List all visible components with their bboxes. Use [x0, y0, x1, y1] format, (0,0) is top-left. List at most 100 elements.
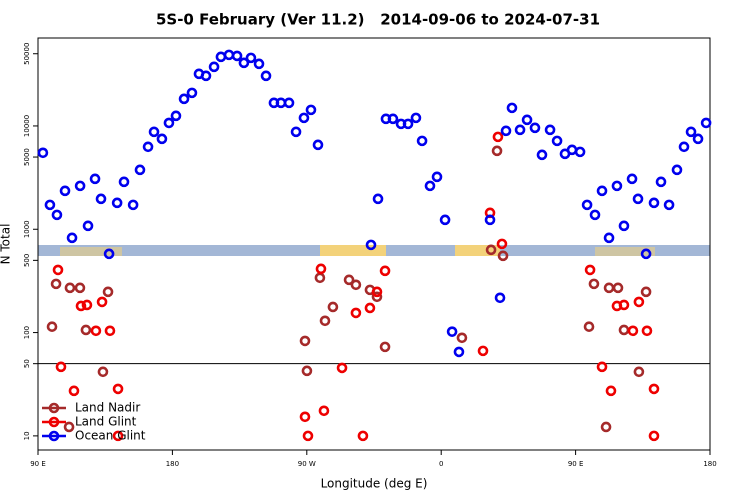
point: [231, 50, 243, 62]
point: [200, 70, 212, 82]
point: [529, 122, 541, 134]
point: [574, 146, 586, 158]
point: [299, 411, 311, 423]
point: [700, 117, 712, 129]
point: [301, 365, 313, 377]
point: [68, 385, 80, 397]
point: [260, 70, 272, 82]
legend-marker: [48, 402, 60, 414]
point: [74, 282, 86, 294]
point: [290, 126, 302, 138]
point: [596, 361, 608, 373]
point: [52, 264, 64, 276]
point: [439, 214, 451, 226]
point: [506, 102, 518, 114]
point: [678, 141, 690, 153]
point: [170, 110, 182, 122]
point: [186, 87, 198, 99]
point: [298, 112, 310, 124]
point: [350, 279, 362, 291]
land-patch: [595, 247, 655, 256]
point: [600, 421, 612, 433]
x-tick-label: 0: [439, 460, 443, 468]
point: [336, 362, 348, 374]
point: [118, 176, 130, 188]
point: [96, 296, 108, 308]
point: [485, 244, 497, 256]
point: [626, 173, 638, 185]
point: [327, 301, 339, 313]
point: [484, 214, 496, 226]
point: [640, 286, 652, 298]
point: [81, 299, 93, 311]
y-axis-label: N Total: [0, 224, 13, 265]
point: [692, 133, 704, 145]
point: [350, 307, 362, 319]
x-tick-label: 90 E: [568, 460, 584, 468]
point: [90, 325, 102, 337]
point: [37, 147, 49, 159]
point: [633, 296, 645, 308]
point: [611, 180, 623, 192]
x-tick-label: 90 E: [30, 460, 46, 468]
point: [618, 220, 630, 232]
point: [648, 197, 660, 209]
point: [127, 199, 139, 211]
point: [584, 264, 596, 276]
point: [648, 383, 660, 395]
y-tick-label: 500: [23, 254, 31, 267]
point: [641, 325, 653, 337]
point: [492, 131, 504, 143]
map-strip: [38, 245, 710, 256]
y-tick-label: 5000: [23, 148, 31, 166]
point: [640, 248, 652, 260]
point: [500, 125, 512, 137]
point: [491, 145, 503, 157]
point: [95, 193, 107, 205]
point: [371, 286, 383, 298]
series: [46, 145, 652, 433]
point: [663, 199, 675, 211]
point: [253, 58, 265, 70]
point: [283, 97, 295, 109]
point: [80, 324, 92, 336]
point: [112, 430, 124, 442]
y-tick-label: 10: [23, 431, 31, 440]
point: [379, 265, 391, 277]
x-tick-label: 90 W: [298, 460, 316, 468]
point: [655, 176, 667, 188]
legend-label: Land Glint: [75, 415, 137, 429]
point: [103, 248, 115, 260]
point: [612, 282, 624, 294]
point: [402, 118, 414, 130]
point: [544, 124, 556, 136]
point: [589, 209, 601, 221]
point: [97, 366, 109, 378]
point: [514, 124, 526, 136]
point: [424, 180, 436, 192]
point: [55, 361, 67, 373]
point: [66, 232, 78, 244]
point: [496, 238, 508, 250]
legend-marker: [48, 430, 60, 442]
y-tick-label: 50000: [23, 43, 31, 65]
legend-label: Ocean Glint: [75, 429, 146, 443]
point: [365, 239, 377, 251]
point: [551, 135, 563, 147]
point: [82, 220, 94, 232]
x-tick-label: 180: [166, 460, 179, 468]
point: [581, 199, 593, 211]
point: [410, 112, 422, 124]
point: [112, 383, 124, 395]
point: [178, 93, 190, 105]
point: [156, 133, 168, 145]
point: [245, 52, 257, 64]
x-tick-label: 180: [703, 460, 716, 468]
point: [633, 366, 645, 378]
point: [456, 332, 468, 344]
plot-frame: [37, 37, 711, 451]
point: [685, 126, 697, 138]
point: [648, 430, 660, 442]
point: [618, 299, 630, 311]
